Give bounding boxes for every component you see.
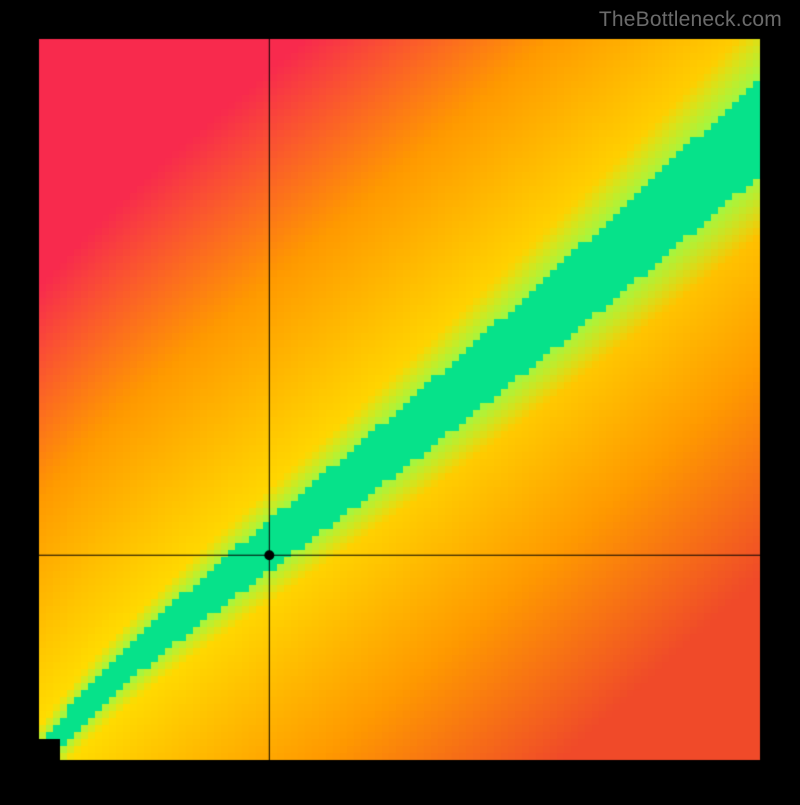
- heatmap-canvas: [0, 0, 800, 800]
- watermark-text: TheBottleneck.com: [599, 8, 782, 32]
- bottleneck-heatmap: [0, 0, 800, 805]
